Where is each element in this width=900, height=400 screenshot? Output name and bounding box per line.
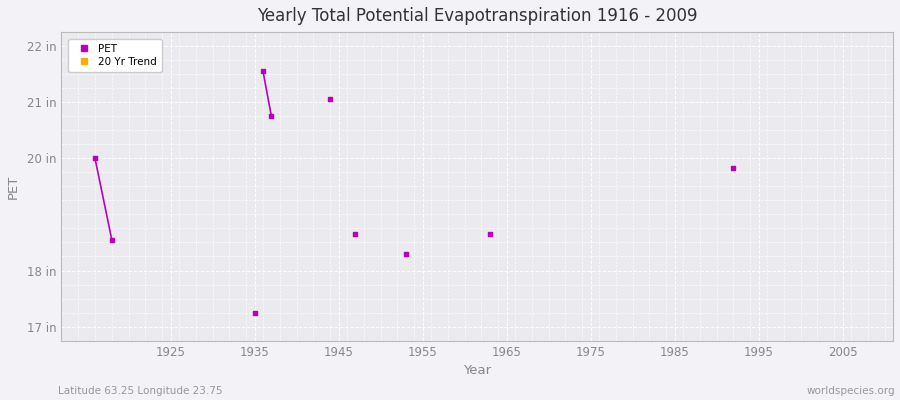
Point [726,165,741,172]
Point [348,231,363,237]
Point [88,155,103,162]
Point [256,68,270,74]
Legend: PET, 20 Yr Trend: PET, 20 Yr Trend [68,39,162,72]
Point [265,113,279,120]
Point [248,309,262,316]
Y-axis label: PET: PET [7,174,20,198]
Point [323,96,338,102]
Point [482,231,497,237]
Point [104,236,119,243]
X-axis label: Year: Year [464,364,491,377]
Text: Latitude 63.25 Longitude 23.75: Latitude 63.25 Longitude 23.75 [58,386,223,396]
Text: worldspecies.org: worldspecies.org [807,386,896,396]
Point [399,250,413,257]
Title: Yearly Total Potential Evapotranspiration 1916 - 2009: Yearly Total Potential Evapotranspiratio… [257,7,698,25]
